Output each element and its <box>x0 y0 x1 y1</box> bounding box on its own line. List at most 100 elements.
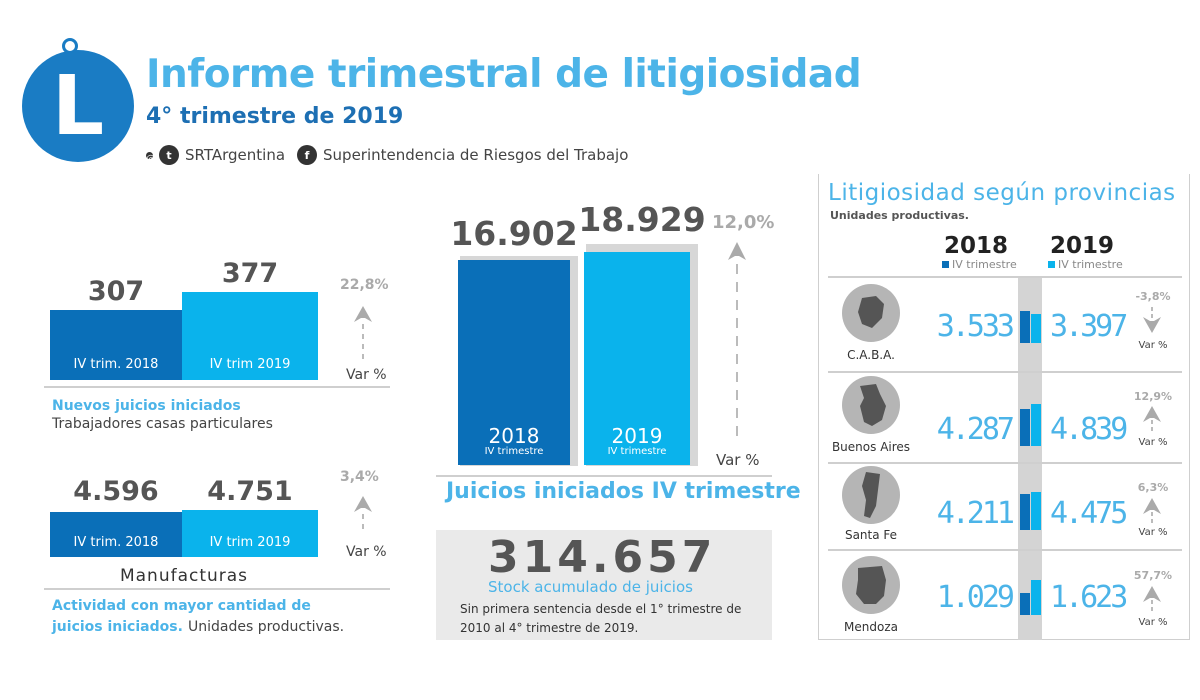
mid-sub-2018: IV trimestre <box>484 446 544 457</box>
arrow-up-icon <box>1143 586 1161 612</box>
left-top-pct: 22,8% <box>340 277 389 293</box>
mid-sub-2019: IV trimestre <box>607 446 667 457</box>
social-org[interactable]: Superintendencia de Riesgos del Trabajo <box>323 146 629 164</box>
province-var-label: Var % <box>1138 617 1168 628</box>
province-divider <box>828 549 1182 551</box>
arrow-down-icon <box>1143 307 1161 333</box>
left-top-caption: Nuevos juicios iniciados <box>52 398 241 414</box>
province-value-2018: 3.533 <box>936 309 1015 344</box>
province-name: Mendoza <box>844 620 898 634</box>
social-handle[interactable]: SRTArgentina <box>185 146 286 164</box>
province-bar-2019 <box>1031 492 1041 530</box>
arrow-up-icon <box>354 306 372 362</box>
left-bottom-subcaption: Unidades productivas. <box>188 619 345 635</box>
stock-value: 314.657 <box>488 532 717 583</box>
province-name: C.A.B.A. <box>847 348 895 362</box>
province-divider <box>828 462 1182 464</box>
mid-bar-2019 <box>584 252 690 465</box>
provinces-subtitle: Unidades productivas. <box>830 209 969 222</box>
mid-year-2018: 2018 <box>488 424 540 448</box>
twitter-icon[interactable]: t <box>159 145 179 165</box>
provinces-title: Litigiosidad según provincias <box>828 180 1176 206</box>
left-bottom-caption-2: juicios iniciados. <box>52 619 183 635</box>
provinces-year-2019: 2019 <box>1050 233 1115 259</box>
province-name: Santa Fe <box>844 528 898 542</box>
facebook-icon[interactable]: f <box>297 145 318 165</box>
province-value-2019: 1.623 <box>1050 580 1128 615</box>
page-subtitle: 4° trimestre de 2019 <box>146 104 404 129</box>
left-top-bar-2018 <box>50 310 182 380</box>
mid-value-2018: 16.902 <box>450 214 578 253</box>
santa-fe-map-icon <box>842 466 900 524</box>
province-value-2018: 1.029 <box>936 580 1015 615</box>
left-top-divider <box>44 386 390 388</box>
province-pct: 6,3% <box>1137 481 1169 494</box>
stock-note: Sin primera sentencia desde el 1° trimes… <box>460 602 742 635</box>
left-bottom-label-2018: IV trim. 2018 <box>73 535 159 550</box>
province-bar-2019 <box>1031 314 1041 343</box>
provinces-sub-2018: IV trimestre <box>942 258 1017 271</box>
stock-panel <box>436 530 772 640</box>
left-top-bar-2019 <box>182 292 318 380</box>
province-value-2019: 3.397 <box>1050 309 1128 344</box>
logo-letter: L <box>51 58 105 154</box>
left-bottom-label-2019: IV trim 2019 <box>209 535 291 550</box>
logo <box>22 50 134 162</box>
arrow-up-icon <box>1143 498 1161 524</box>
left-bottom-bar-2019 <box>182 510 318 557</box>
province-bar-2018 <box>1020 409 1030 446</box>
social-bar: ◎ t SRTArgentina f Superintendencia de R… <box>146 145 628 165</box>
mendoza-map-icon <box>842 556 900 614</box>
left-bottom-var-label: Var % <box>346 544 387 560</box>
province-var-label: Var % <box>1138 437 1168 448</box>
province-pct: 12,9% <box>1133 390 1173 403</box>
page-title: Informe trimestral de litigiosidad <box>146 52 862 97</box>
left-bottom-divider <box>44 588 390 590</box>
province-divider <box>828 276 1182 278</box>
arrow-up-icon <box>728 242 746 444</box>
province-bar-2018 <box>1020 593 1030 615</box>
provinces-panel <box>818 174 1190 640</box>
left-bottom-sector: Manufacturas <box>119 566 249 586</box>
left-bottom-value-2018: 4.596 <box>73 476 159 507</box>
mid-caption: Juicios iniciados IV trimestre <box>446 479 801 504</box>
mid-var-label: Var % <box>716 451 760 469</box>
provinces-sub-2019: IV trimestre <box>1048 258 1123 271</box>
mid-value-2019: 18.929 <box>578 200 706 239</box>
left-top-value-2019: 377 <box>221 258 279 289</box>
left-bottom-value-2019: 4.751 <box>207 476 293 507</box>
province-pct: -3,8% <box>1135 290 1171 303</box>
left-bottom-pct: 3,4% <box>340 469 379 485</box>
arrow-up-icon <box>1143 406 1161 432</box>
province-var-label: Var % <box>1138 527 1168 538</box>
logo-ring <box>62 38 78 54</box>
left-top-var-label: Var % <box>346 367 387 383</box>
left-top-label-2018: IV trim. 2018 <box>73 357 159 372</box>
instagram-icon[interactable]: ◎ <box>146 151 156 165</box>
mid-divider <box>436 475 772 477</box>
province-value-2019: 4.475 <box>1050 496 1128 531</box>
province-value-2018: 4.287 <box>936 412 1015 447</box>
province-bar-2018 <box>1020 311 1030 343</box>
mid-year-2019: 2019 <box>611 424 663 448</box>
buenos-aires-map-icon <box>842 376 900 434</box>
province-bar-2018 <box>1020 494 1030 530</box>
left-bottom-caption-1: Actividad con mayor cantidad de <box>52 598 311 614</box>
province-pct: 57,7% <box>1133 569 1173 582</box>
arrow-up-icon <box>354 496 372 534</box>
province-value-2018: 4.211 <box>936 496 1015 531</box>
mid-pct: 12,0% <box>712 212 775 233</box>
caba-map-icon <box>842 284 900 342</box>
province-value-2019: 4.839 <box>1050 412 1128 447</box>
mid-bar-2018 <box>458 260 570 465</box>
left-top-subcaption: Trabajadores casas particulares <box>52 416 273 432</box>
stock-caption: Stock acumulado de juicios <box>488 578 693 596</box>
province-var-label: Var % <box>1138 340 1168 351</box>
province-divider <box>828 371 1182 373</box>
province-bar-2019 <box>1031 580 1041 615</box>
province-bar-2019 <box>1031 404 1041 446</box>
left-top-label-2019: IV trim 2019 <box>209 357 291 372</box>
left-top-value-2018: 307 <box>87 276 145 307</box>
left-bottom-bar-2018 <box>50 512 182 557</box>
province-name: Buenos Aires <box>831 440 911 454</box>
